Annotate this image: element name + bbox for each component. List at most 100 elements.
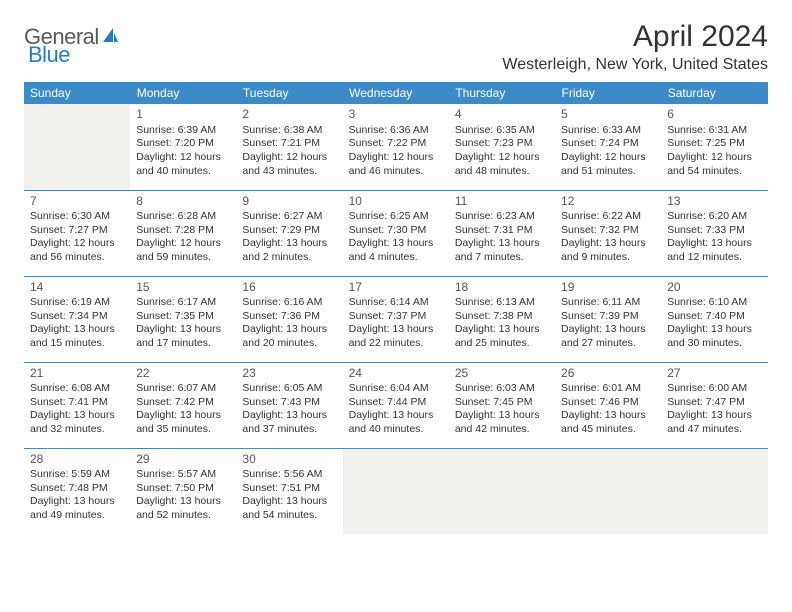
day-number: 12: [561, 194, 655, 210]
calendar-table: Sunday Monday Tuesday Wednesday Thursday…: [24, 82, 768, 534]
calendar-cell: [343, 448, 449, 534]
daylight-text: and 22 minutes.: [349, 337, 443, 351]
sunrise-text: Sunrise: 6:25 AM: [349, 210, 443, 224]
calendar-body: 1Sunrise: 6:39 AMSunset: 7:20 PMDaylight…: [24, 104, 768, 534]
daylight-text: and 43 minutes.: [242, 165, 336, 179]
daylight-text: Daylight: 13 hours: [667, 237, 761, 251]
calendar-cell: 15Sunrise: 6:17 AMSunset: 7:35 PMDayligh…: [130, 276, 236, 362]
sunrise-text: Sunrise: 6:07 AM: [136, 382, 230, 396]
daylight-text: Daylight: 13 hours: [136, 323, 230, 337]
calendar-cell: 6Sunrise: 6:31 AMSunset: 7:25 PMDaylight…: [661, 104, 767, 190]
day-number: 6: [667, 107, 761, 123]
day-number: 10: [349, 194, 443, 210]
day-number: 25: [455, 366, 549, 382]
calendar-cell: [661, 448, 767, 534]
calendar-cell: 29Sunrise: 5:57 AMSunset: 7:50 PMDayligh…: [130, 448, 236, 534]
calendar-cell: 23Sunrise: 6:05 AMSunset: 7:43 PMDayligh…: [236, 362, 342, 448]
sunrise-text: Sunrise: 6:10 AM: [667, 296, 761, 310]
calendar-cell: 21Sunrise: 6:08 AMSunset: 7:41 PMDayligh…: [24, 362, 130, 448]
sunset-text: Sunset: 7:24 PM: [561, 137, 655, 151]
day-number: 16: [242, 280, 336, 296]
day-number: 4: [455, 107, 549, 123]
month-title: April 2024: [502, 20, 768, 54]
sunrise-text: Sunrise: 6:39 AM: [136, 124, 230, 138]
day-number: 24: [349, 366, 443, 382]
calendar-cell: 28Sunrise: 5:59 AMSunset: 7:48 PMDayligh…: [24, 448, 130, 534]
sunset-text: Sunset: 7:42 PM: [136, 396, 230, 410]
daylight-text: and 49 minutes.: [30, 509, 124, 523]
sunrise-text: Sunrise: 6:05 AM: [242, 382, 336, 396]
daylight-text: and 35 minutes.: [136, 423, 230, 437]
calendar-cell: 14Sunrise: 6:19 AMSunset: 7:34 PMDayligh…: [24, 276, 130, 362]
week-row: 7Sunrise: 6:30 AMSunset: 7:27 PMDaylight…: [24, 190, 768, 276]
day-number: 13: [667, 194, 761, 210]
daylight-text: Daylight: 13 hours: [30, 495, 124, 509]
sunrise-text: Sunrise: 5:59 AM: [30, 468, 124, 482]
calendar-cell: [449, 448, 555, 534]
daylight-text: Daylight: 13 hours: [349, 409, 443, 423]
sunrise-text: Sunrise: 6:38 AM: [242, 124, 336, 138]
daylight-text: Daylight: 12 hours: [242, 151, 336, 165]
day-number: 23: [242, 366, 336, 382]
daylight-text: Daylight: 12 hours: [136, 237, 230, 251]
sunset-text: Sunset: 7:37 PM: [349, 310, 443, 324]
daylight-text: Daylight: 13 hours: [136, 409, 230, 423]
daylight-text: Daylight: 13 hours: [561, 237, 655, 251]
sunrise-text: Sunrise: 6:14 AM: [349, 296, 443, 310]
daylight-text: and 7 minutes.: [455, 251, 549, 265]
sunset-text: Sunset: 7:44 PM: [349, 396, 443, 410]
header: General April 2024 Westerleigh, New York…: [24, 20, 768, 74]
sunrise-text: Sunrise: 6:00 AM: [667, 382, 761, 396]
sunset-text: Sunset: 7:43 PM: [242, 396, 336, 410]
logo-blue-text-wrap: Blue: [28, 42, 70, 68]
week-row: 1Sunrise: 6:39 AMSunset: 7:20 PMDaylight…: [24, 104, 768, 190]
sunset-text: Sunset: 7:50 PM: [136, 482, 230, 496]
sunset-text: Sunset: 7:25 PM: [667, 137, 761, 151]
sunset-text: Sunset: 7:36 PM: [242, 310, 336, 324]
sunset-text: Sunset: 7:47 PM: [667, 396, 761, 410]
daylight-text: Daylight: 13 hours: [561, 409, 655, 423]
daylight-text: and 54 minutes.: [667, 165, 761, 179]
daylight-text: and 45 minutes.: [561, 423, 655, 437]
daylight-text: and 54 minutes.: [242, 509, 336, 523]
sunrise-text: Sunrise: 6:08 AM: [30, 382, 124, 396]
calendar-cell: 18Sunrise: 6:13 AMSunset: 7:38 PMDayligh…: [449, 276, 555, 362]
daylight-text: and 46 minutes.: [349, 165, 443, 179]
sunset-text: Sunset: 7:39 PM: [561, 310, 655, 324]
calendar-cell: [555, 448, 661, 534]
day-number: 19: [561, 280, 655, 296]
calendar-cell: 26Sunrise: 6:01 AMSunset: 7:46 PMDayligh…: [555, 362, 661, 448]
calendar-cell: [24, 104, 130, 190]
sunset-text: Sunset: 7:40 PM: [667, 310, 761, 324]
daylight-text: Daylight: 13 hours: [455, 409, 549, 423]
sunset-text: Sunset: 7:41 PM: [30, 396, 124, 410]
daylight-text: Daylight: 13 hours: [242, 495, 336, 509]
calendar-cell: 17Sunrise: 6:14 AMSunset: 7:37 PMDayligh…: [343, 276, 449, 362]
calendar-cell: 25Sunrise: 6:03 AMSunset: 7:45 PMDayligh…: [449, 362, 555, 448]
sunrise-text: Sunrise: 6:36 AM: [349, 124, 443, 138]
day-of-week-row: Sunday Monday Tuesday Wednesday Thursday…: [24, 82, 768, 104]
daylight-text: and 20 minutes.: [242, 337, 336, 351]
daylight-text: and 12 minutes.: [667, 251, 761, 265]
daylight-text: and 15 minutes.: [30, 337, 124, 351]
day-number: 11: [455, 194, 549, 210]
calendar-cell: 8Sunrise: 6:28 AMSunset: 7:28 PMDaylight…: [130, 190, 236, 276]
sunset-text: Sunset: 7:34 PM: [30, 310, 124, 324]
dow-monday: Monday: [130, 82, 236, 104]
daylight-text: Daylight: 13 hours: [561, 323, 655, 337]
daylight-text: and 40 minutes.: [136, 165, 230, 179]
daylight-text: Daylight: 13 hours: [349, 323, 443, 337]
daylight-text: Daylight: 13 hours: [30, 323, 124, 337]
sunset-text: Sunset: 7:30 PM: [349, 224, 443, 238]
day-number: 18: [455, 280, 549, 296]
dow-thursday: Thursday: [449, 82, 555, 104]
sunset-text: Sunset: 7:32 PM: [561, 224, 655, 238]
sunrise-text: Sunrise: 6:23 AM: [455, 210, 549, 224]
calendar-cell: 4Sunrise: 6:35 AMSunset: 7:23 PMDaylight…: [449, 104, 555, 190]
sunset-text: Sunset: 7:45 PM: [455, 396, 549, 410]
daylight-text: Daylight: 13 hours: [242, 237, 336, 251]
dow-sunday: Sunday: [24, 82, 130, 104]
sunset-text: Sunset: 7:20 PM: [136, 137, 230, 151]
dow-saturday: Saturday: [661, 82, 767, 104]
sunset-text: Sunset: 7:27 PM: [30, 224, 124, 238]
